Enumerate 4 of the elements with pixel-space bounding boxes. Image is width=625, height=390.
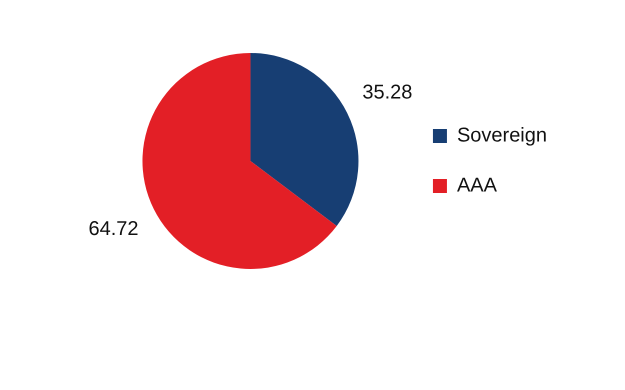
legend-label: AAA xyxy=(456,174,498,197)
legend-label: Sovereign xyxy=(456,124,548,147)
data-label: 64.72 xyxy=(88,218,139,240)
data-label: 35.28 xyxy=(362,81,412,104)
